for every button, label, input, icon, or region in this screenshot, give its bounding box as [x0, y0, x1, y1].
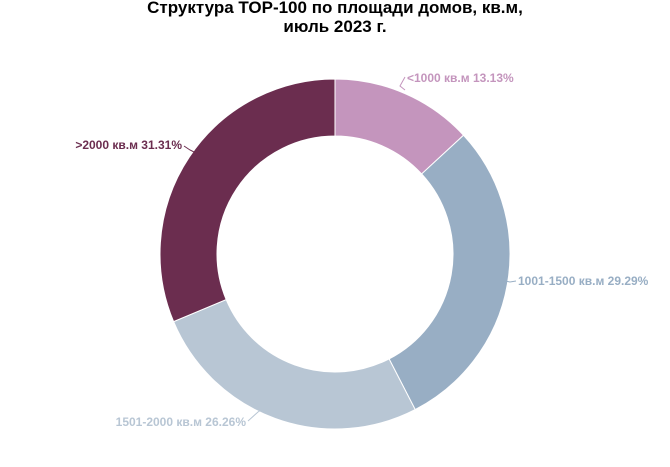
data-label-2: 1501-2000 кв.м 26.26% [116, 415, 247, 429]
leader-line-0 [399, 76, 406, 91]
donut-slice-1 [388, 134, 511, 411]
data-label-1: 1001-1500 кв.м 29.29% [518, 274, 649, 288]
donut-slice-3 [159, 78, 336, 323]
donut-slice-2 [172, 298, 416, 430]
chart-title: Структура ТОР-100 по площади домов, кв.м… [0, 0, 670, 36]
chart-title-line-1: Структура ТОР-100 по площади домов, кв.м… [147, 0, 523, 17]
chart-title-line-2: июль 2023 г. [283, 17, 387, 36]
leader-line-1 [504, 280, 517, 283]
leader-line-3 [183, 145, 195, 153]
leader-line-2 [247, 407, 265, 422]
data-label-0: <1000 кв.м 13.13% [407, 71, 514, 85]
data-label-3: >2000 кв.м 31.31% [75, 138, 182, 152]
